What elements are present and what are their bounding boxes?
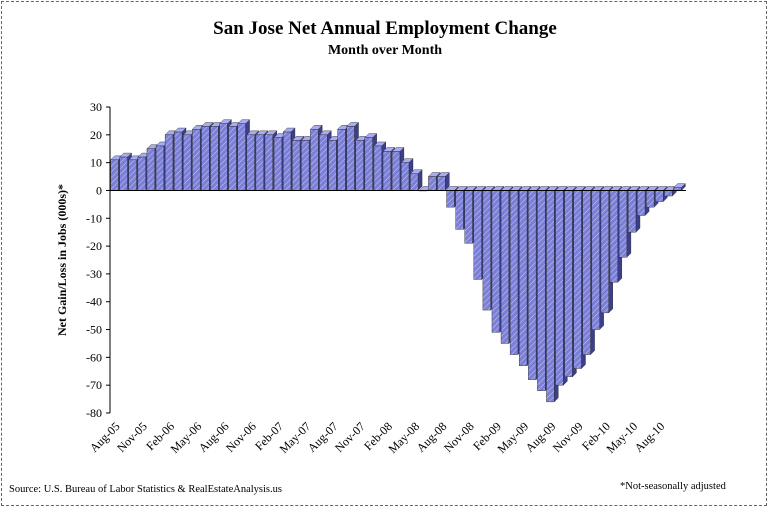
y-tick-label: -50 (86, 323, 102, 337)
x-tick-label: Aug-10 (632, 419, 668, 455)
y-tick-label: -40 (86, 295, 102, 309)
bar (409, 169, 423, 191)
x-tick-label: Nov-05 (114, 419, 150, 455)
x-tick-label: Nov-06 (223, 419, 259, 455)
y-axis-label: Net Gain/Loss in Jobs (000s)* (55, 184, 69, 336)
y-tick-label: -70 (86, 378, 102, 392)
y-tick-label: -20 (86, 239, 102, 253)
bar (437, 172, 450, 191)
source-note: Source: U.S. Bureau of Labor Statistics … (9, 484, 282, 495)
x-tick-label: Nov-07 (332, 419, 368, 455)
x-tick-label: May-08 (386, 419, 423, 456)
chart-subtitle: Month over Month (327, 43, 443, 58)
adjustment-note: *Not-seasonally adjusted (620, 481, 726, 492)
y-tick-label: -60 (86, 350, 102, 364)
y-tick-label: 30 (90, 100, 102, 114)
x-tick-label: May-09 (494, 419, 531, 456)
y-tick-label: 10 (90, 156, 102, 170)
x-tick-label: May-06 (168, 419, 205, 456)
y-tick-label: 20 (90, 128, 102, 142)
x-tick-label: May-10 (603, 419, 640, 456)
x-tick-label: Nov-08 (441, 419, 477, 455)
chart-title: San Jose Net Annual Employment Change (213, 18, 557, 39)
y-tick-label: -30 (86, 267, 102, 281)
y-tick-label: 0 (96, 183, 102, 197)
x-tick-label: May-07 (277, 419, 314, 456)
x-tick-label: Nov-09 (550, 419, 586, 455)
bar (673, 183, 686, 191)
y-tick-label: -80 (86, 406, 102, 420)
y-tick-label: -10 (86, 211, 102, 225)
